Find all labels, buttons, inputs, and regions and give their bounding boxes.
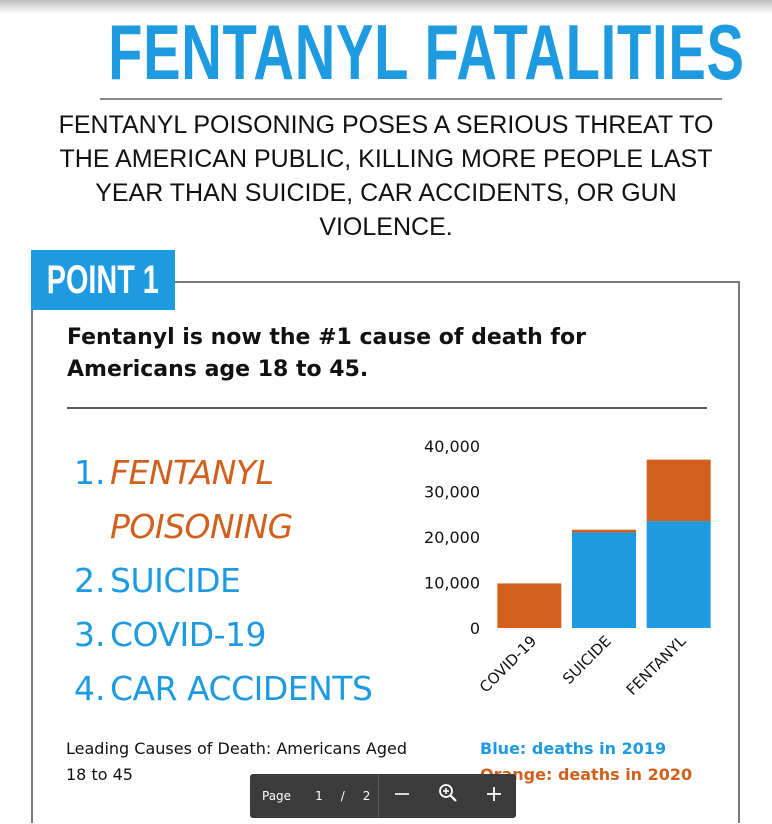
ranking-label: CAR ACCIDENTS (110, 669, 373, 708)
current-page-field[interactable]: 1 (315, 789, 323, 803)
total-pages: 2 (362, 789, 371, 803)
y-tick-label: 10,000 (424, 574, 480, 593)
ranking-label: COVID-19 (110, 615, 267, 654)
ranking-item-1: 1. FENTANYL POISONING (74, 446, 414, 554)
ranking-label: SUICIDE (110, 561, 241, 600)
legend-blue: Blue: deaths in 2019 (480, 739, 667, 758)
x-tick-label: FENTANYL (623, 632, 690, 699)
intro-text: FENTANYL POISONING POSES A SERIOUS THREA… (58, 111, 714, 241)
y-tick-label: 20,000 (424, 528, 480, 547)
ranking-list: 1. FENTANYL POISONING 2. SUICIDE 3. COVI… (74, 446, 414, 716)
page-label: Page (262, 789, 292, 803)
chart-legend: Blue: deaths in 2019 Orange: deaths in 2… (480, 736, 740, 788)
plus-icon[interactable] (485, 784, 503, 809)
point-tab-label: POINT 1 (46, 257, 160, 302)
headline-divider (67, 407, 707, 409)
page-separator: / (340, 789, 345, 803)
ranking-item-4: 4. CAR ACCIDENTS (74, 662, 414, 716)
point-tab: POINT 1 (31, 250, 175, 310)
legend-orange: Orange: deaths in 2020 (480, 765, 693, 784)
x-tick-label: SUICIDE (559, 632, 615, 688)
ranking-label: FENTANYL POISONING (110, 446, 350, 554)
ranking-number: 1. (74, 453, 106, 492)
page-navigator: Page 1 / 2 (250, 774, 516, 818)
y-tick-label: 40,000 (424, 437, 480, 456)
point-box (31, 281, 740, 823)
x-tick-label: COVID-19 (476, 632, 540, 696)
ranking-label-text: FENTANYL POISONING (110, 453, 293, 546)
deaths-bar-chart: 0 10,000 20,000 30,000 40,000 COVID-19 SUICIDE… (424, 437, 711, 699)
top-shade (0, 0, 772, 14)
ranking-item-3: 3. COVID-19 (74, 608, 414, 662)
ranking-item-2: 2. SUICIDE (74, 554, 414, 608)
zoom-controls (379, 774, 516, 818)
bar-fentanyl-blue (646, 521, 711, 628)
y-tick-label: 0 (470, 619, 480, 638)
title-divider (100, 98, 722, 100)
chart-caption: Leading Causes of Death: Americans Aged … (66, 739, 408, 784)
pager-divider (378, 774, 379, 818)
page-indicator: Page 1 / 2 (250, 774, 378, 818)
y-tick-label: 30,000 (424, 483, 480, 502)
page-title: FENTANYL FATALITIES (108, 8, 745, 96)
bar-fentanyl-orange (646, 459, 711, 522)
bar-covid-19-orange (497, 583, 562, 628)
ranking-number: 2. (74, 561, 106, 600)
bar-suicide-orange (572, 529, 636, 533)
ranking-number: 4. (74, 669, 106, 708)
ranking-number: 3. (74, 615, 106, 654)
magnifier-plus-icon[interactable] (438, 783, 458, 809)
point-headline: Fentanyl is now the #1 cause of death fo… (67, 325, 586, 382)
bar-suicide-blue (572, 532, 636, 628)
minus-icon[interactable] (393, 784, 411, 809)
